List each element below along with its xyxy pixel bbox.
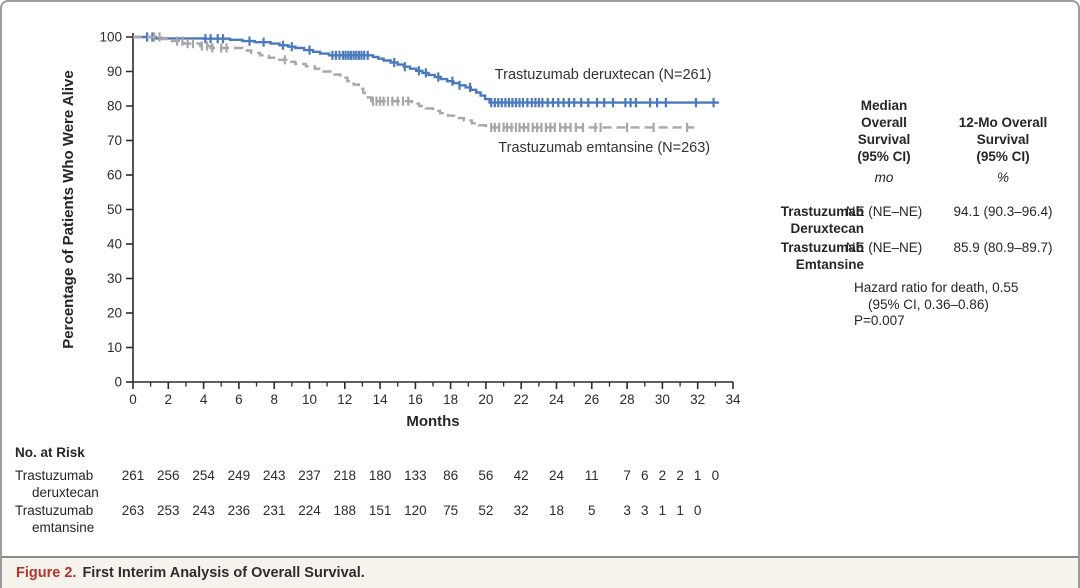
svg-text:4: 4 (200, 392, 208, 407)
at-risk-row1-label2: deruxtecan (32, 485, 99, 500)
axes (132, 33, 733, 383)
at-risk-count: 243 (192, 503, 215, 518)
at-risk-count: 261 (121, 468, 145, 483)
svg-text:60: 60 (107, 168, 122, 183)
at-risk-count: 243 (262, 468, 286, 483)
at-risk-count: 188 (333, 503, 357, 518)
median-os-unit: mo (874, 170, 894, 185)
stats-row-emtansine-median: NE (NE–NE) (845, 240, 923, 255)
series-trastuzumab-deruxtecan: Trastuzumab deruxtecan (N=261) (133, 32, 719, 108)
at-risk-row2-label: Trastuzumab (15, 503, 94, 518)
median-os-header: Median Overall Survival (95% CI) (857, 98, 911, 164)
at-risk-count: 75 (443, 503, 459, 518)
at-risk-count: 2 (658, 468, 667, 483)
at-risk-count: 236 (227, 503, 251, 518)
hazard-ratio-annotation: Hazard ratio for death, 0.55 (95% CI, 0.… (854, 280, 1019, 328)
at-risk-row2-label2: emtansine (32, 520, 95, 535)
svg-text:2: 2 (165, 392, 173, 407)
at-risk-count: 120 (404, 503, 427, 518)
at-risk-count: 2 (676, 468, 684, 483)
at-risk-count: 11 (584, 468, 599, 483)
curve-label: Trastuzumab deruxtecan (N=261) (495, 67, 712, 83)
stats-row-deruxtecan-12mo: 94.1 (90.3–96.4) (953, 204, 1053, 219)
svg-text:10: 10 (107, 340, 122, 355)
at-risk-count: 256 (157, 468, 180, 483)
svg-text:20: 20 (107, 306, 122, 321)
at-risk-count: 224 (298, 503, 321, 518)
svg-text:80: 80 (107, 99, 122, 114)
at-risk-count: 18 (548, 503, 565, 518)
y-axis-ticks: 0 10 20 30 40 50 60 70 80 90 100 (99, 30, 133, 390)
series-trastuzumab-emtansine: Trastuzumab emtansine (N=263) (133, 32, 710, 156)
svg-text:8: 8 (270, 392, 278, 407)
stats-row-deruxtecan-median: NE (NE–NE) (845, 204, 923, 219)
svg-text:18: 18 (443, 392, 458, 407)
at-risk-count: 237 (298, 468, 321, 483)
svg-text:26: 26 (584, 392, 599, 407)
svg-text:50: 50 (107, 202, 122, 217)
svg-text:24: 24 (549, 392, 565, 407)
at-risk-count: 1 (693, 468, 702, 483)
at-risk-count: 1 (658, 503, 667, 518)
figure-caption-title: First Interim Analysis of Overall Surviv… (82, 565, 365, 581)
svg-text:70: 70 (107, 133, 122, 148)
svg-text:22: 22 (514, 392, 529, 407)
stats-row-emtansine-label: Trastuzumab Emtansine (780, 240, 864, 272)
svg-text:16: 16 (408, 392, 423, 407)
x-axis-ticks: 0 2 4 6 8 10 12 14 16 18 20 22 24 26 28 30 32 34 (129, 382, 741, 407)
stats-row-deruxtecan-label: Trastuzumab Deruxtecan (780, 204, 864, 236)
at-risk-count: 0 (711, 468, 720, 483)
at-risk-count: 86 (443, 468, 459, 483)
at-risk-count: 42 (513, 468, 529, 483)
twelve-mo-os-header: 12-Mo Overall Survival (95% CI) (958, 115, 1048, 164)
at-risk-count: 52 (478, 503, 494, 518)
at-risk-count: 180 (368, 468, 392, 483)
svg-text:12: 12 (337, 392, 352, 407)
at-risk-count: 218 (333, 468, 357, 483)
svg-text:6: 6 (235, 392, 243, 407)
at-risk-count: 32 (513, 503, 529, 518)
at-risk-count: 263 (121, 503, 145, 518)
at-risk-count: 24 (548, 468, 565, 483)
at-risk-count: 151 (368, 503, 392, 518)
at-risk-count: 249 (227, 468, 251, 483)
at-risk-count: 3 (623, 503, 631, 518)
svg-text:10: 10 (302, 392, 317, 407)
svg-text:0: 0 (129, 392, 137, 407)
figure-caption: Figure 2. First Interim Analysis of Over… (2, 556, 1078, 588)
at-risk-count: 56 (478, 468, 494, 483)
at-risk-count: 254 (192, 468, 215, 483)
svg-text:34: 34 (725, 392, 741, 407)
at-risk-count: 5 (588, 503, 596, 518)
at-risk-count: 7 (623, 468, 631, 483)
at-risk-count: 253 (157, 503, 180, 518)
y-axis-title: Percentage of Patients Who Were Alive (60, 70, 77, 348)
svg-text:20: 20 (478, 392, 493, 407)
twelve-mo-os-unit: % (996, 170, 1009, 185)
at-risk-count: 231 (262, 503, 286, 518)
curve-label: Trastuzumab emtansine (N=263) (498, 140, 710, 156)
stats-row-emtansine-12mo: 85.9 (80.9–89.7) (953, 240, 1053, 255)
svg-text:90: 90 (107, 64, 122, 79)
at-risk-count: 0 (693, 503, 702, 518)
svg-text:32: 32 (690, 392, 705, 407)
svg-text:14: 14 (373, 392, 389, 407)
svg-text:30: 30 (655, 392, 670, 407)
at-risk-count: 3 (641, 503, 649, 518)
svg-text:30: 30 (107, 271, 122, 286)
at-risk-count: 6 (641, 468, 649, 483)
svg-text:0: 0 (114, 375, 122, 390)
at-risk-row1-label: Trastuzumab (15, 468, 94, 483)
figure-caption-number: Figure 2. (16, 565, 77, 581)
at-risk-count: 133 (404, 468, 427, 483)
svg-text:28: 28 (620, 392, 635, 407)
x-axis-title: Months (406, 413, 459, 430)
at-risk-count: 1 (676, 503, 684, 518)
svg-text:40: 40 (107, 237, 122, 252)
at-risk-title: No. at Risk (15, 445, 85, 460)
svg-text:100: 100 (99, 30, 122, 45)
